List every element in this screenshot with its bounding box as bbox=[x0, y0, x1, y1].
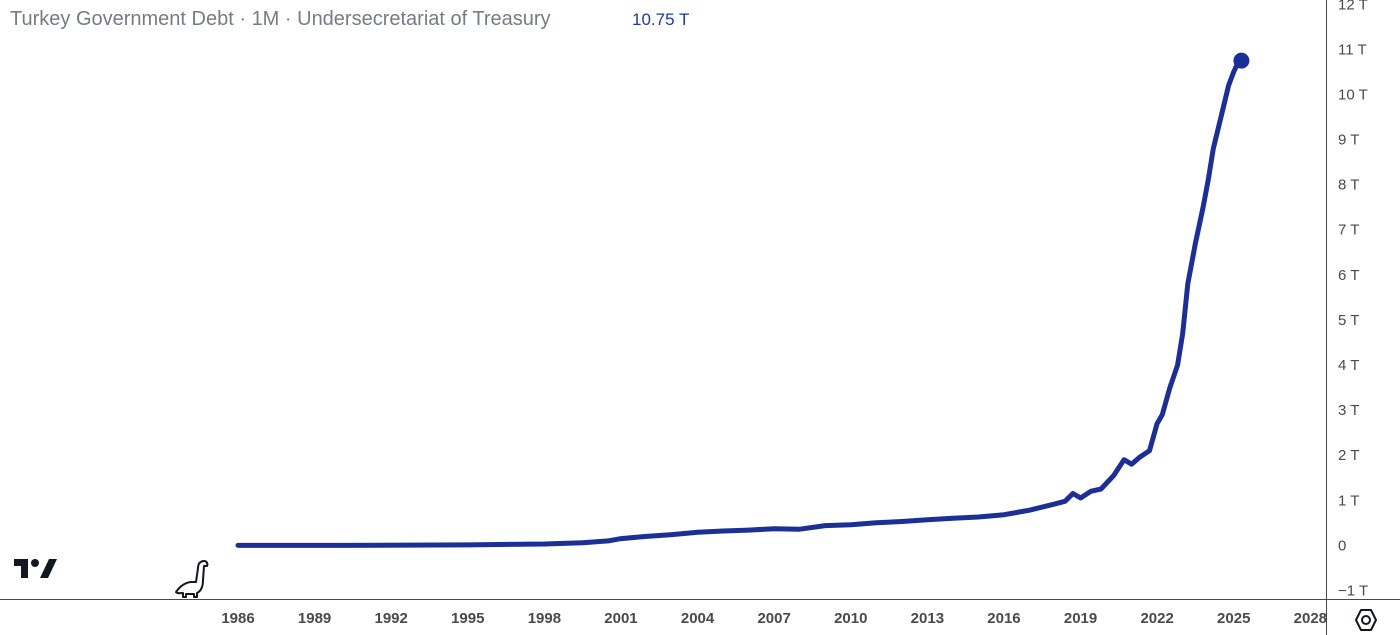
y-tick-label: 10 T bbox=[1338, 86, 1368, 103]
x-tick-label: 2010 bbox=[834, 610, 867, 627]
y-tick-label: 9 T bbox=[1338, 132, 1359, 149]
time-axis-labels: 1986 1989 1992 1995 1998 2001 2004 2007 2010 2013… bbox=[221, 610, 1327, 627]
y-tick-label: 6 T bbox=[1338, 267, 1359, 284]
chart-title: Turkey Government Debt · 1M · Undersecre… bbox=[10, 8, 551, 30]
y-tick-label: 4 T bbox=[1338, 357, 1359, 374]
y-tick-label: 5 T bbox=[1338, 312, 1359, 329]
x-tick-label: 2001 bbox=[604, 610, 637, 627]
x-tick-label: 2022 bbox=[1140, 610, 1173, 627]
y-tick-label: 7 T bbox=[1338, 222, 1359, 239]
x-tick-label: 2013 bbox=[911, 610, 944, 627]
x-tick-label: 1995 bbox=[451, 610, 484, 627]
y-tick-label: 11 T bbox=[1338, 41, 1367, 58]
settings-icon[interactable] bbox=[1352, 606, 1380, 634]
x-tick-label: 2019 bbox=[1064, 610, 1097, 627]
x-tick-label: 2007 bbox=[757, 610, 790, 627]
x-tick-label: 1998 bbox=[528, 610, 561, 627]
dinosaur-icon bbox=[175, 560, 209, 598]
x-tick-label: 1989 bbox=[298, 610, 331, 627]
y-tick-label: 0 bbox=[1338, 537, 1346, 554]
y-tick-label: 12 T bbox=[1338, 0, 1368, 13]
x-tick-label: 2028 bbox=[1294, 610, 1327, 627]
last-value-label: 10.75 T bbox=[632, 10, 690, 29]
y-tick-label: 8 T bbox=[1338, 177, 1359, 194]
last-value-marker[interactable] bbox=[1233, 52, 1250, 69]
x-tick-label: 1992 bbox=[375, 610, 408, 627]
x-tick-label: 2004 bbox=[681, 610, 715, 627]
price-axis-labels: −1 T 0 1 T 2 T 3 T 4 T 5 T 6 T 7 T 8 T 9 T 10 T 11 T… bbox=[1338, 0, 1368, 599]
x-tick-label: 2016 bbox=[987, 610, 1020, 627]
x-tick-label: 2025 bbox=[1217, 610, 1250, 627]
series-line[interactable] bbox=[235, 58, 1244, 548]
y-tick-label: −1 T bbox=[1338, 582, 1368, 599]
y-tick-label: 3 T bbox=[1338, 402, 1359, 419]
y-tick-label: 2 T bbox=[1338, 447, 1359, 464]
tradingview-logo-icon[interactable] bbox=[12, 556, 58, 582]
y-tick-label: 1 T bbox=[1338, 492, 1359, 509]
x-tick-label: 1986 bbox=[221, 610, 254, 627]
